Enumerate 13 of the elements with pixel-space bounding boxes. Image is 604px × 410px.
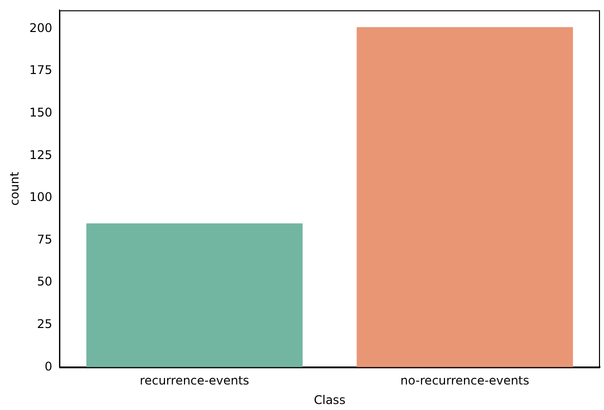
y-tick-label: 75 — [37, 232, 52, 246]
x-tick-label: recurrence-events — [140, 374, 250, 388]
y-tick-label: 50 — [37, 274, 52, 289]
x-axis-title: Class — [314, 392, 346, 407]
y-tick-label: 100 — [29, 190, 52, 204]
y-tick-label: 200 — [29, 20, 52, 35]
y-tick-label: 150 — [29, 106, 52, 120]
x-tick-label: no-recurrence-events — [400, 374, 530, 388]
y-tick-label: 25 — [37, 317, 52, 332]
y-tick-label: 175 — [29, 63, 52, 78]
y-tick-label: 0 — [44, 359, 52, 374]
y-tick-label: 125 — [29, 148, 52, 162]
y-axis-title: count — [7, 171, 22, 206]
